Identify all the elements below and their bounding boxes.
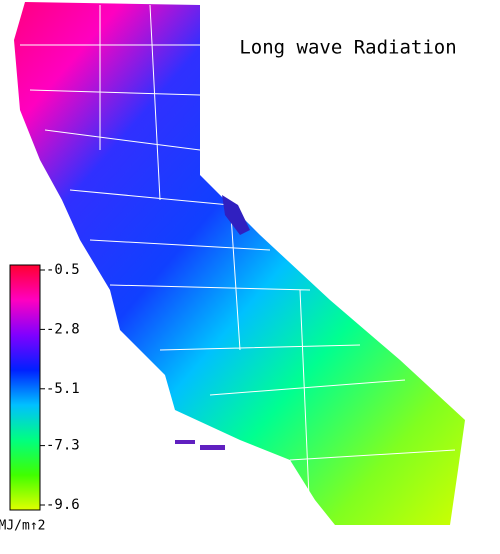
map-title: Long wave Radiation <box>239 37 456 59</box>
county-lines <box>20 4 456 521</box>
colorbar <box>9 264 41 511</box>
colorbar-unit: MJ/m↑2 <box>0 519 45 534</box>
tick-label: -5.1 <box>46 381 80 397</box>
colorbar-ticks: -0.5 -2.8 -5.1 -7.3 -9.6 <box>40 262 80 513</box>
tick-label: -7.3 <box>46 438 80 454</box>
tick-label: -0.5 <box>46 262 80 278</box>
inland-lake <box>222 195 250 235</box>
tick-label: -9.6 <box>46 497 80 513</box>
california-shape <box>14 2 465 525</box>
islands <box>175 440 225 450</box>
tick-label: -2.8 <box>46 321 80 337</box>
